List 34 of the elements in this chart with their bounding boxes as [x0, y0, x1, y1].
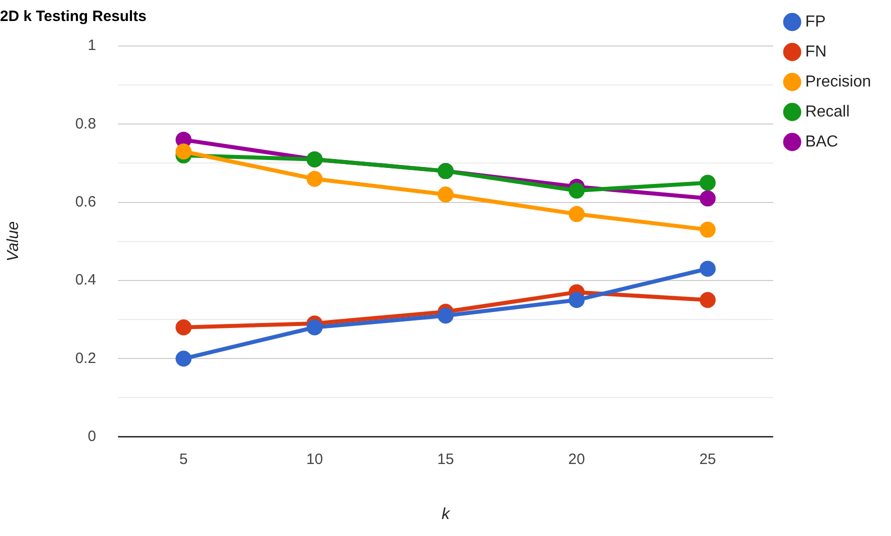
point: [700, 222, 716, 238]
point: [306, 170, 323, 187]
x-tick-label: 25: [699, 450, 716, 468]
point: [438, 186, 454, 203]
y-tick-label: 0.8: [75, 115, 96, 132]
point: [700, 190, 716, 206]
point: [568, 292, 585, 308]
point: [700, 174, 716, 191]
y-tick-label: 1: [88, 37, 96, 54]
y-tick-label: 0.6: [75, 193, 96, 210]
x-axis-title: k: [442, 506, 451, 523]
chart-title: 2D k Testing Results: [0, 8, 146, 26]
point: [700, 260, 716, 277]
x-tick-label: 20: [568, 450, 585, 468]
y-axis-title: Value: [5, 221, 22, 262]
legend-label: Precision: [805, 73, 872, 90]
point: [568, 182, 585, 199]
x-tick-label: 10: [306, 450, 323, 468]
point: [438, 308, 454, 324]
point: [176, 144, 192, 160]
legend-label: Recall: [805, 103, 850, 120]
point: [568, 206, 585, 222]
y-tick-label: 0.2: [75, 350, 96, 367]
y-tick-label: 0: [88, 428, 96, 445]
legend-label: FN: [805, 43, 827, 60]
legend-label: BAC: [805, 133, 838, 150]
point: [700, 292, 716, 308]
legend-label: FP: [805, 13, 826, 30]
point: [176, 350, 192, 367]
y-tick-label: 0.4: [75, 272, 96, 289]
x-tick-label: 5: [179, 450, 188, 468]
point: [306, 319, 323, 336]
x-tick-label: 15: [437, 450, 454, 468]
point: [176, 319, 192, 336]
